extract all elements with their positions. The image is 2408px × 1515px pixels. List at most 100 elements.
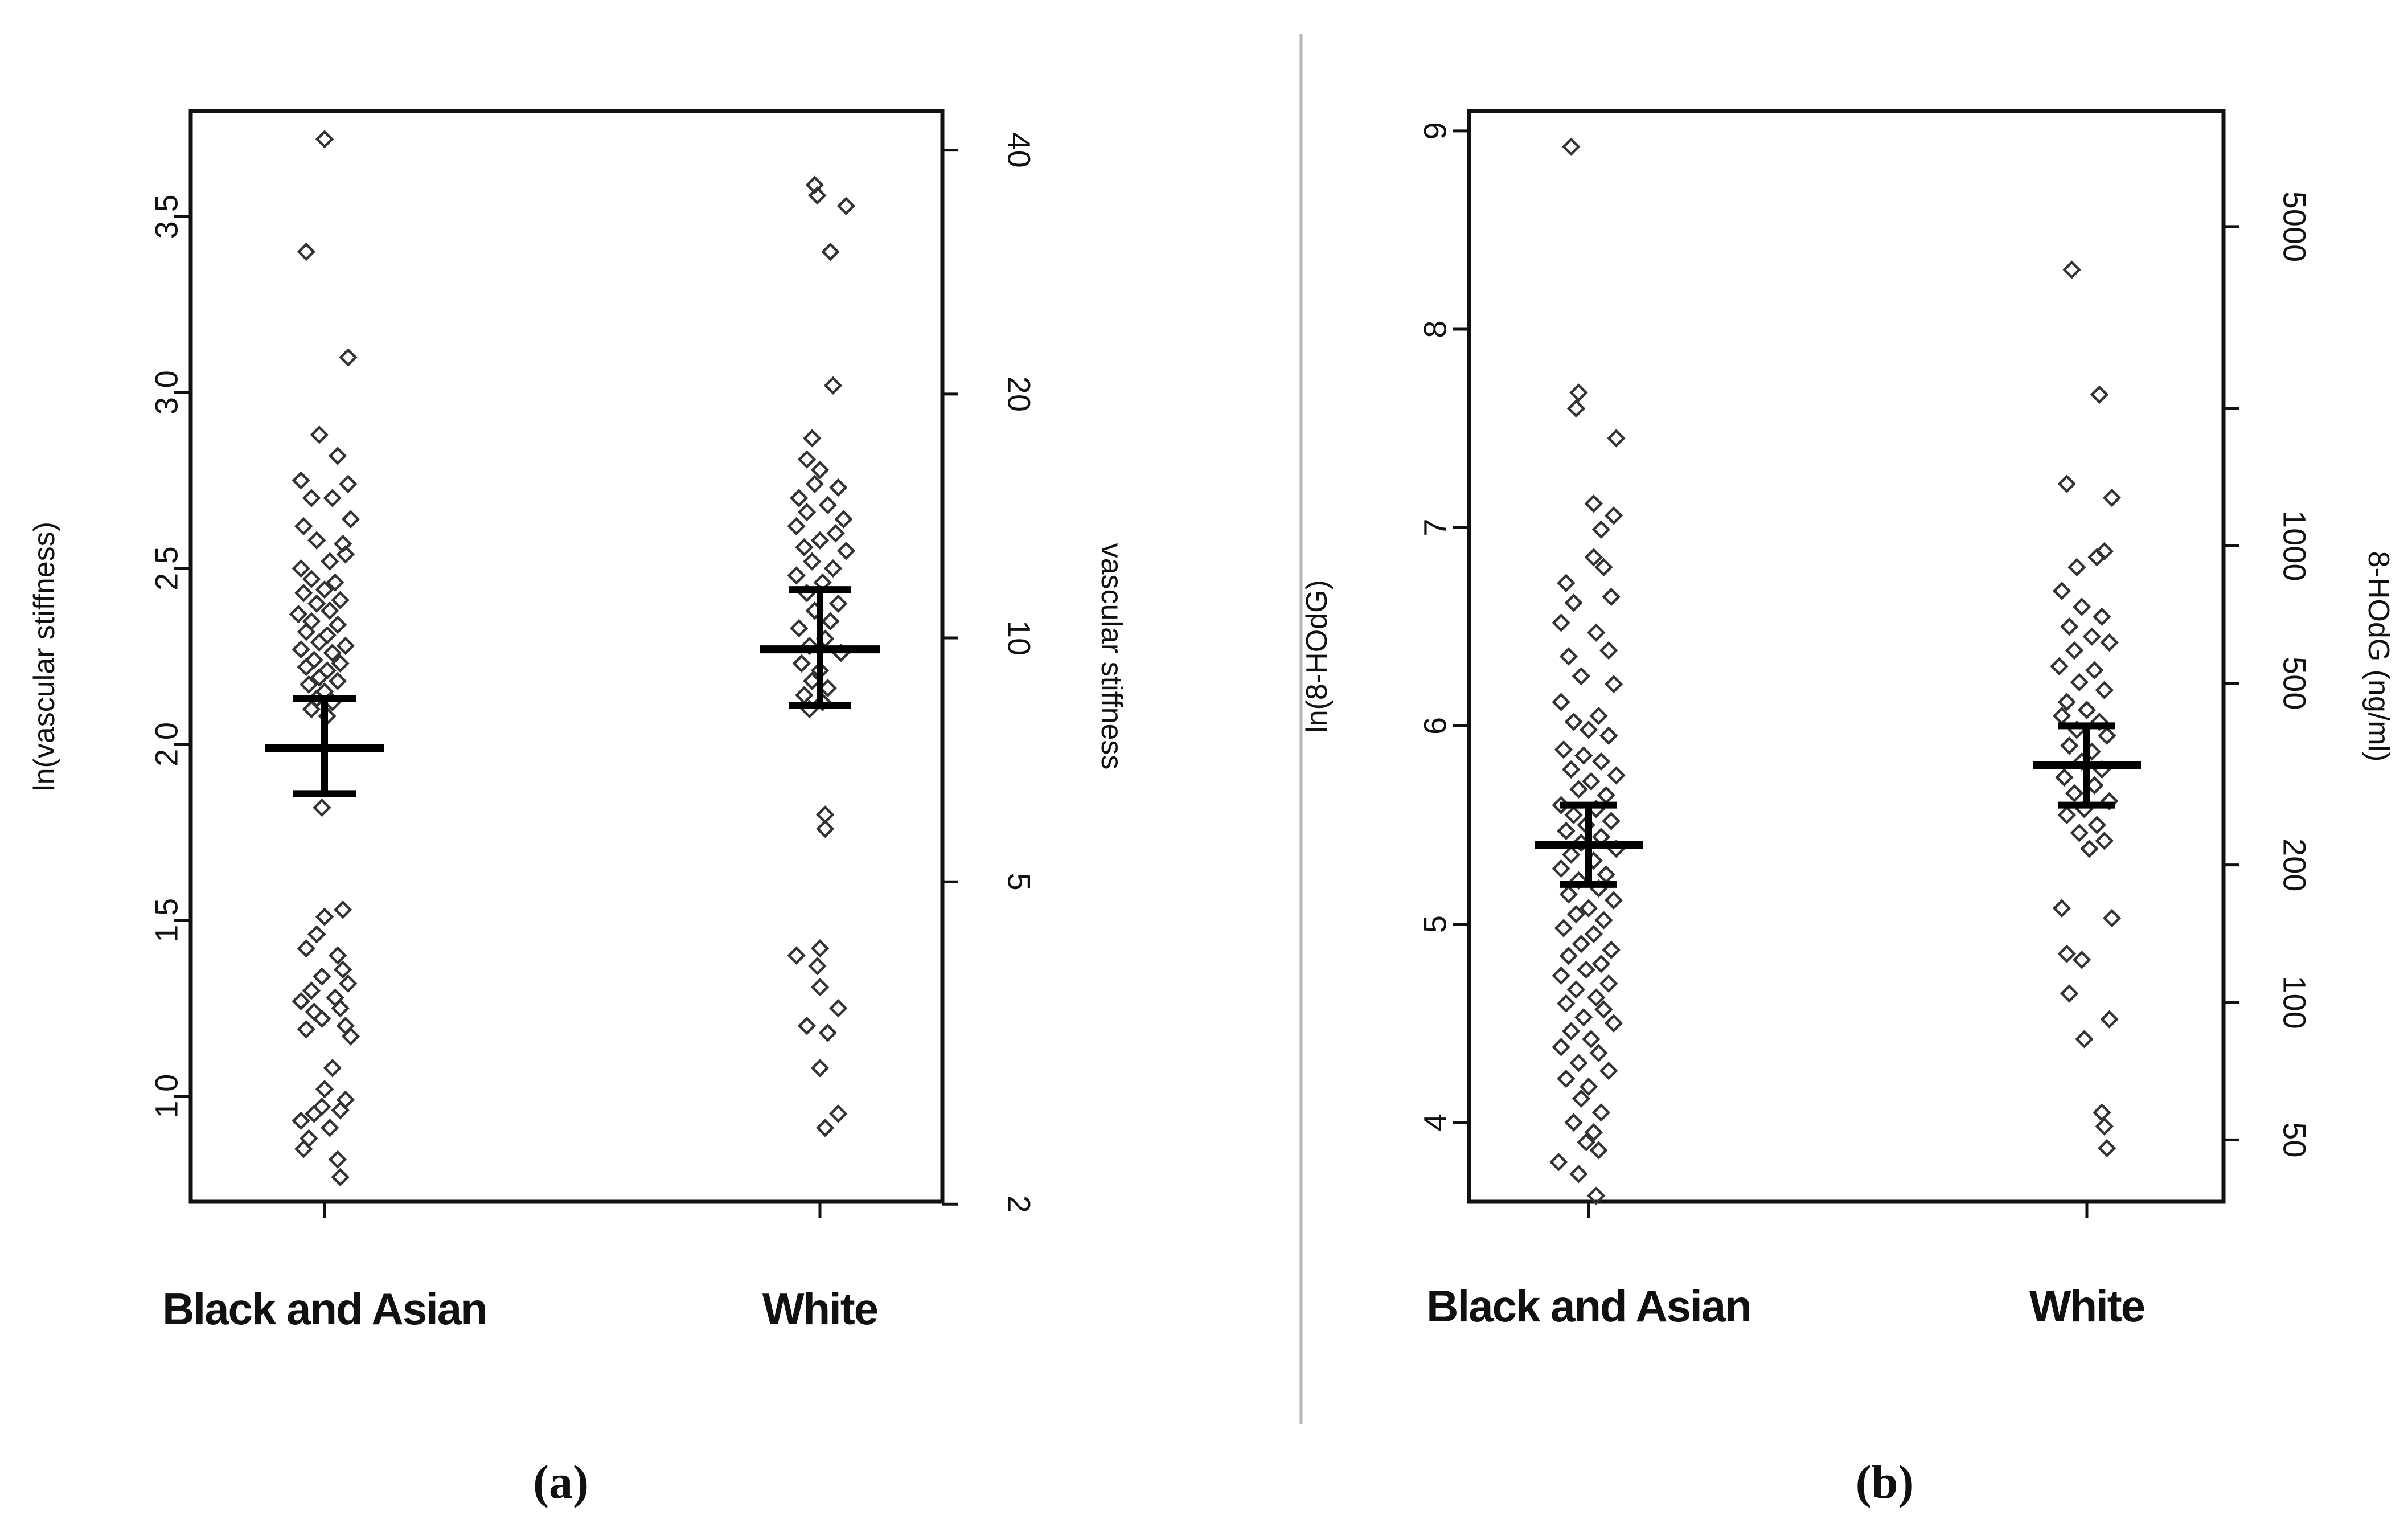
data-point	[292, 992, 310, 1011]
data-point	[1591, 752, 1611, 771]
data-point	[2075, 1030, 2094, 1049]
data-point	[836, 196, 856, 215]
data-point	[2093, 607, 2111, 627]
data-point	[292, 559, 310, 578]
data-point	[1579, 899, 1598, 918]
y-tick-label: 8	[1417, 320, 1453, 338]
data-point	[1564, 805, 1583, 825]
plot-frame	[1467, 109, 2226, 1204]
data-point	[790, 489, 809, 507]
data-point	[289, 605, 308, 624]
data-point	[1569, 1054, 1588, 1072]
y-tick-label: 5	[1417, 915, 1453, 933]
y-tick-label: 3.5	[149, 194, 184, 239]
data-point	[2067, 558, 2086, 577]
data-point	[1552, 693, 1570, 711]
data-point	[2087, 548, 2106, 567]
data-point	[790, 619, 809, 638]
data-point	[321, 1119, 339, 1137]
data-point	[836, 541, 856, 560]
data-point	[797, 1016, 817, 1035]
data-point	[1597, 865, 1615, 884]
data-point	[292, 640, 310, 659]
data-point	[302, 981, 321, 1000]
data-point	[1569, 871, 1588, 890]
right-tick-label: 2	[1001, 1195, 1037, 1213]
data-point	[826, 524, 845, 543]
y-tick-label: 6	[1417, 717, 1453, 735]
data-point	[1589, 1141, 1608, 1160]
data-point	[816, 1119, 835, 1137]
data-point	[1594, 911, 1613, 930]
data-point	[310, 425, 329, 444]
data-point	[805, 474, 824, 493]
data-point	[829, 1104, 848, 1123]
data-point	[1557, 821, 1576, 841]
data-point	[1552, 613, 1570, 632]
data-point	[2090, 713, 2109, 731]
data-point	[321, 552, 339, 571]
data-point	[1604, 891, 1623, 910]
data-point	[2098, 1139, 2116, 1158]
data-point	[2093, 1103, 2111, 1122]
data-point	[2085, 661, 2104, 680]
data-point	[305, 1104, 323, 1123]
data-point	[2073, 597, 2091, 616]
data-point	[1591, 954, 1611, 973]
y-axis-label: ln(8-HOdG)	[1301, 580, 1334, 733]
data-point	[1572, 667, 1590, 686]
data-point	[818, 496, 837, 515]
data-point	[1579, 1077, 1598, 1096]
data-point	[292, 471, 310, 490]
data-point	[302, 570, 321, 588]
data-point	[823, 559, 843, 578]
y-tick-label: 9	[1417, 122, 1453, 140]
data-point	[336, 1016, 355, 1035]
data-point	[787, 517, 806, 536]
data-point	[2060, 984, 2079, 1003]
data-point	[294, 584, 313, 603]
data-point	[1569, 780, 1588, 799]
x-tick-label: Black and Asian	[162, 1284, 487, 1334]
right-tick-label: 500	[2276, 657, 2312, 710]
data-point	[2095, 832, 2114, 850]
data-point	[302, 699, 321, 719]
data-point	[305, 650, 323, 669]
data-point	[331, 999, 350, 1018]
data-point	[323, 1059, 342, 1078]
data-point	[1587, 623, 1606, 642]
data-point	[1597, 786, 1615, 805]
data-point	[336, 545, 355, 564]
data-point	[315, 580, 334, 599]
data-point	[339, 348, 358, 367]
data-point	[1566, 980, 1586, 999]
right-tick-label: 50	[2276, 1122, 2312, 1157]
data-point	[1554, 740, 1573, 759]
data-point	[313, 967, 331, 986]
data-point	[1562, 1022, 1581, 1041]
data-point	[307, 594, 326, 613]
data-point	[1552, 1038, 1570, 1057]
data-point	[307, 925, 326, 944]
data-point	[808, 186, 827, 205]
data-point	[818, 1023, 837, 1042]
data-point	[829, 999, 848, 1018]
right-axis-label: vascular stiffness	[1095, 543, 1128, 770]
data-point	[1552, 859, 1570, 878]
data-point	[310, 633, 329, 652]
data-point	[792, 654, 811, 673]
data-point	[1574, 746, 1593, 765]
data-point	[1594, 1000, 1613, 1019]
data-point	[2060, 736, 2079, 755]
data-point	[328, 615, 347, 634]
data-point	[810, 977, 830, 997]
data-point	[797, 503, 817, 522]
data-point	[300, 675, 318, 694]
y-tick-label: 7	[1417, 519, 1453, 537]
data-point	[313, 798, 331, 817]
right-tick-label: 20	[1001, 376, 1037, 412]
data-point	[315, 907, 334, 926]
data-point	[334, 960, 352, 979]
data-point	[2100, 633, 2119, 652]
data-point	[787, 566, 806, 585]
